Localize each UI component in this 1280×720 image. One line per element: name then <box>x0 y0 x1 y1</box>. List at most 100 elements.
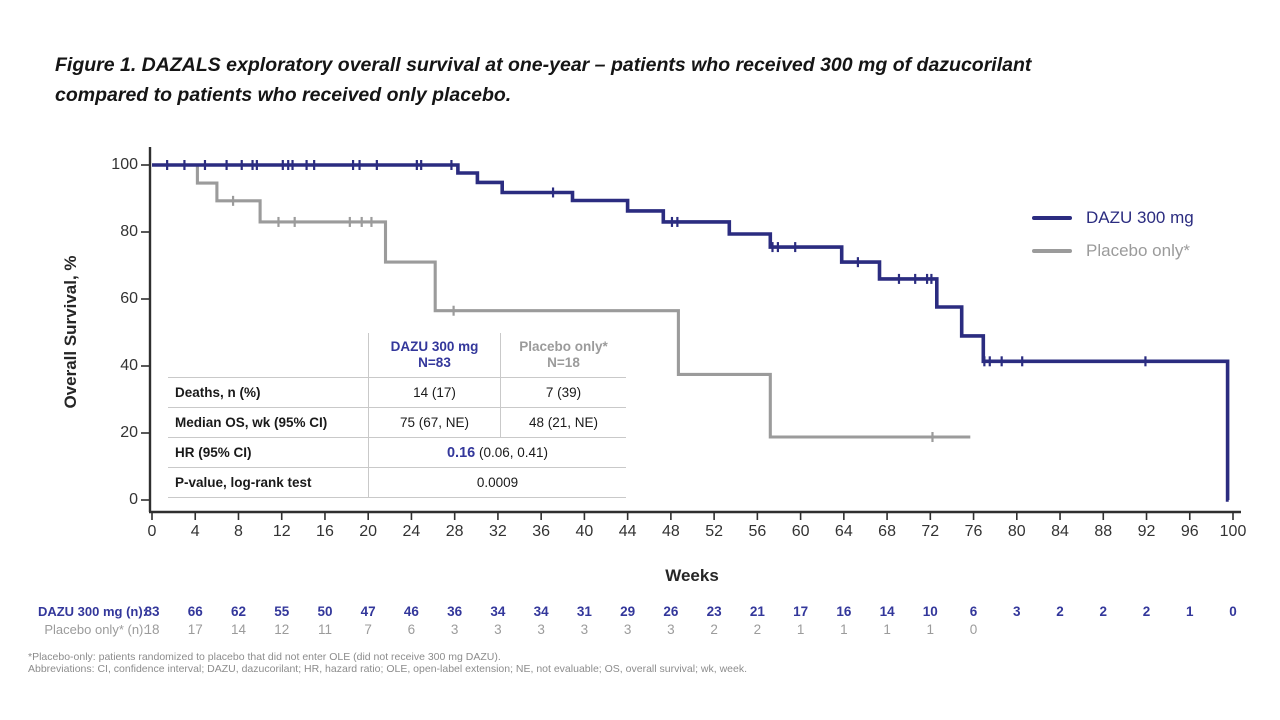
pvalue-value: 0.0009 <box>368 468 626 497</box>
x-tick-label: 36 <box>532 523 551 540</box>
at-risk-value: 6 <box>969 604 978 619</box>
at-risk-value: 3 <box>494 622 502 637</box>
x-tick-label: 68 <box>878 523 896 540</box>
x-tick-label: 80 <box>1007 523 1026 540</box>
at-risk-value: 2 <box>710 622 718 637</box>
x-tick-label: 16 <box>316 523 334 540</box>
at-risk-row-label: Placebo only* (n): <box>44 622 147 637</box>
at-risk-value: 16 <box>836 604 852 619</box>
stats-header-placebo: Placebo only* N=18 <box>500 333 626 377</box>
at-risk-value: 6 <box>407 622 416 637</box>
y-tick-label: 40 <box>120 357 138 374</box>
at-risk-value: 62 <box>230 604 246 619</box>
pvalue-label: P-value, log-rank test <box>175 475 312 490</box>
at-risk-value: 17 <box>187 622 203 637</box>
at-risk-value: 66 <box>187 604 203 619</box>
at-risk-value: 14 <box>230 622 246 637</box>
at-risk-value: 1 <box>926 622 935 637</box>
figure-title-line2: compared to patients who received only p… <box>55 84 512 106</box>
x-tick-label: 100 <box>1219 523 1247 540</box>
at-risk-value: 2 <box>753 622 762 637</box>
at-risk-value: 7 <box>364 622 372 637</box>
placebo-header-n: N=18 <box>547 355 580 370</box>
deaths-placebo-value: 7 (39) <box>500 378 626 407</box>
at-risk-value: 36 <box>447 604 463 619</box>
at-risk-value: 10 <box>922 604 938 619</box>
legend-label-dazu: DAZU 300 mg <box>1086 208 1194 227</box>
hr-point-estimate: 0.16 <box>446 444 476 461</box>
x-tick-label: 24 <box>402 523 421 540</box>
deaths-dazu-value: 14 (17) <box>368 378 500 407</box>
dazu-line-swatch <box>1032 216 1072 220</box>
at-risk-value: 3 <box>537 622 545 637</box>
at-risk-value: 1 <box>796 622 805 637</box>
x-tick-label: 60 <box>791 523 810 540</box>
at-risk-value: 1 <box>1185 604 1194 619</box>
at-risk-value: 34 <box>533 604 549 619</box>
at-risk-value: 47 <box>360 604 376 619</box>
figure-title: Figure 1. DAZALS exploratory overall sur… <box>55 50 1225 110</box>
at-risk-value: 0 <box>1229 604 1237 619</box>
y-tick-label: 80 <box>120 223 138 240</box>
at-risk-value: 55 <box>274 604 290 619</box>
hr-value: 0.16 (0.06, 0.41) <box>368 438 626 467</box>
placebo-line-swatch <box>1032 249 1072 253</box>
at-risk-value: 3 <box>667 622 675 637</box>
dazu-header-n: N=83 <box>418 355 451 370</box>
x-tick-label: 48 <box>661 523 680 540</box>
at-risk-value: 11 <box>317 622 332 637</box>
x-tick-label: 12 <box>272 523 291 540</box>
stats-table: DAZU 300 mg N=83 Placebo only* N=18 Deat… <box>168 333 626 498</box>
x-tick-label: 72 <box>921 523 940 540</box>
x-tick-label: 52 <box>705 523 723 540</box>
at-risk-value: 1 <box>840 622 848 637</box>
at-risk-value: 1 <box>883 622 891 637</box>
at-risk-value: 0 <box>969 622 978 637</box>
x-tick-label: 56 <box>748 523 767 540</box>
at-risk-value: 17 <box>793 604 809 619</box>
x-tick-label: 8 <box>234 523 243 540</box>
x-tick-label: 28 <box>445 523 464 540</box>
y-axis-label: Overall Survival, % <box>61 255 80 409</box>
at-risk-value: 3 <box>580 622 589 637</box>
x-tick-label: 0 <box>147 523 157 540</box>
y-tick-label: 0 <box>129 491 138 508</box>
stats-row-pvalue: P-value, log-rank test 0.0009 <box>168 467 626 497</box>
hr-label: HR (95% CI) <box>175 445 252 460</box>
y-tick-label: 20 <box>120 424 138 441</box>
stats-row-hr: HR (95% CI) 0.16 (0.06, 0.41) <box>168 437 626 467</box>
at-risk-value: 26 <box>663 604 679 619</box>
at-risk-value: 31 <box>576 604 592 619</box>
stats-row-deaths: Deaths, n (%) 14 (17) 7 (39) <box>168 377 626 407</box>
placebo-header-name: Placebo only* <box>519 339 608 354</box>
deaths-label: Deaths, n (%) <box>175 385 261 400</box>
median-os-dazu-value: 75 (67, NE) <box>368 408 500 437</box>
at-risk-value: 2 <box>1056 604 1064 619</box>
x-tick-label: 92 <box>1137 523 1156 540</box>
stats-header-dazu: DAZU 300 mg N=83 <box>368 333 500 377</box>
at-risk-value: 3 <box>623 622 632 637</box>
median-os-label: Median OS, wk (95% CI) <box>175 415 328 430</box>
x-axis-label: Weeks <box>665 566 719 585</box>
x-tick-label: 20 <box>359 523 378 540</box>
x-tick-label: 40 <box>575 523 594 540</box>
at-risk-value: 46 <box>403 604 419 619</box>
footnote-placebo-only: *Placebo-only: patients randomized to pl… <box>28 651 501 663</box>
figure-title-line1: Figure 1. DAZALS exploratory overall sur… <box>55 54 1032 76</box>
at-risk-value: 83 <box>144 604 160 619</box>
x-tick-label: 88 <box>1094 523 1113 540</box>
at-risk-value: 23 <box>706 604 722 619</box>
y-tick-label: 100 <box>111 156 138 173</box>
footnote-abbreviations: Abbreviations: CI, confidence interval; … <box>28 662 748 675</box>
legend-item-dazu: DAZU 300 mg <box>1032 208 1194 228</box>
median-os-placebo-value: 48 (21, NE) <box>500 408 626 437</box>
x-tick-label: 96 <box>1180 523 1199 540</box>
x-tick-label: 84 <box>1051 523 1069 540</box>
at-risk-value: 21 <box>749 604 765 619</box>
y-tick-label: 60 <box>120 290 138 307</box>
at-risk-value: 12 <box>274 622 290 637</box>
hr-confidence-interval: (0.06, 0.41) <box>475 445 549 460</box>
x-tick-label: 64 <box>834 523 853 540</box>
at-risk-value: 2 <box>1099 604 1108 619</box>
